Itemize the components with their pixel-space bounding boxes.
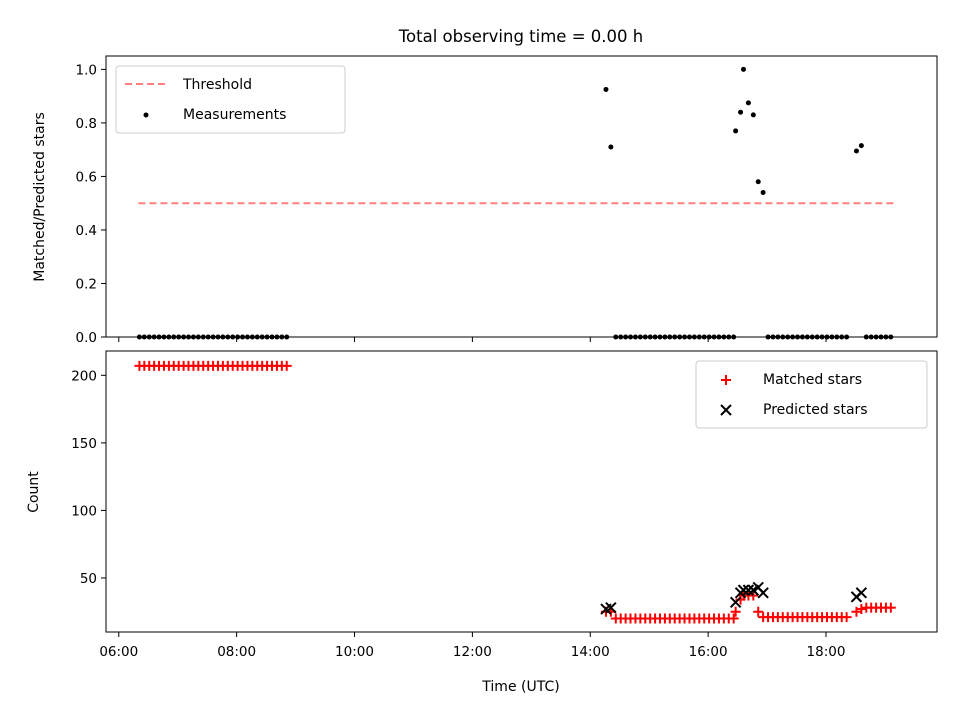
measurement-point (603, 86, 609, 92)
ratio-y-axis-title: Matched/Predicted stars (32, 112, 48, 282)
legend-plus-glyph (721, 375, 731, 385)
measurement-point (750, 112, 756, 118)
count-data-layer (134, 360, 896, 624)
legend-threshold-label: Threshold (182, 77, 252, 93)
predicted-star-point (742, 584, 755, 596)
ratio-panel: 0.0 0.2 0.4 0.6 0.8 1.0 Matched/Predicted sta… (32, 55, 938, 346)
matched-star-point (728, 613, 739, 624)
measurement-point (755, 179, 761, 185)
count-x-tick-label: 14:00 (571, 644, 610, 660)
matched-star-point (856, 604, 867, 615)
ratio-y-axis: 0.0 0.2 0.4 0.6 0.8 1.0 (76, 62, 106, 346)
count-x-tick-label: 10:00 (335, 644, 374, 660)
legend-measurements-label: Measurements (183, 107, 286, 123)
ratio-x-axis (118, 337, 827, 342)
count-y-tick-label: 100 (71, 503, 97, 519)
count-x-tick-label: 12:00 (453, 644, 492, 660)
ratio-y-tick-label: 0.6 (76, 169, 97, 185)
legend-x-glyph (720, 404, 732, 416)
predicted-star-point (737, 584, 750, 596)
measurement-point (738, 109, 744, 115)
count-y-tick-label: 150 (71, 436, 97, 452)
count-x-tick-label: 16:00 (689, 644, 728, 660)
count-y-axis: 50 100 150 200 (71, 368, 106, 587)
measurement-point (853, 148, 859, 154)
ratio-y-tick-label: 0.0 (76, 330, 97, 346)
count-x-axis: 06:00 08:00 10:00 12:00 14:00 16:00 18:00 (99, 632, 845, 660)
measurement-point (608, 144, 614, 150)
ratio-y-tick-label: 1.0 (76, 62, 97, 78)
count-y-tick-label: 200 (71, 368, 97, 384)
count-y-axis-title: Count (26, 471, 42, 513)
measurement-point (740, 66, 746, 72)
legend-predicted-marker (720, 404, 732, 416)
predicted-star-point (605, 601, 617, 614)
matched-star-point (281, 360, 292, 371)
count-legend: Matched stars Predicted stars (695, 360, 928, 429)
count-x-tick-label: 08:00 (217, 644, 256, 660)
measurement-point (733, 128, 739, 134)
count-x-tick-label: 18:00 (807, 644, 846, 660)
count-y-tick-label: 50 (80, 571, 97, 587)
count-x-tick-label: 06:00 (99, 644, 138, 660)
ratio-y-tick-label: 0.2 (76, 276, 97, 292)
measurement-point (760, 189, 766, 195)
predicted-star-point (757, 587, 769, 599)
matched-star-point (885, 602, 896, 613)
ratio-y-tick-label: 0.8 (76, 116, 97, 132)
legend-matched-marker (721, 375, 731, 385)
count-legend-box (695, 360, 928, 429)
matched-star-point (753, 606, 764, 617)
chart-title: Total observing time = 0.00 h (398, 27, 643, 46)
matched-star-point (841, 612, 852, 623)
count-x-axis-title: Time (UTC) (481, 679, 559, 695)
predicted-star-point (729, 596, 742, 608)
measurement-point (745, 100, 751, 106)
count-panel-frame (105, 350, 938, 633)
matched-star-point (730, 606, 741, 617)
ratio-y-tick-label: 0.4 (76, 223, 97, 239)
predicted-star-point (855, 587, 868, 599)
ratio-legend: Threshold Measurements (115, 65, 346, 134)
measurement-point (858, 143, 864, 149)
count-panel: 50 100 150 200 06:00 08:00 10:00 12:00 14:00 16:… (26, 350, 938, 695)
legend-predicted-label: Predicted stars (763, 402, 868, 418)
ratio-panel-frame (105, 55, 938, 338)
legend-matched-label: Matched stars (763, 372, 862, 388)
legend-measurements-marker (143, 112, 149, 118)
ratio-legend-box (115, 65, 346, 134)
